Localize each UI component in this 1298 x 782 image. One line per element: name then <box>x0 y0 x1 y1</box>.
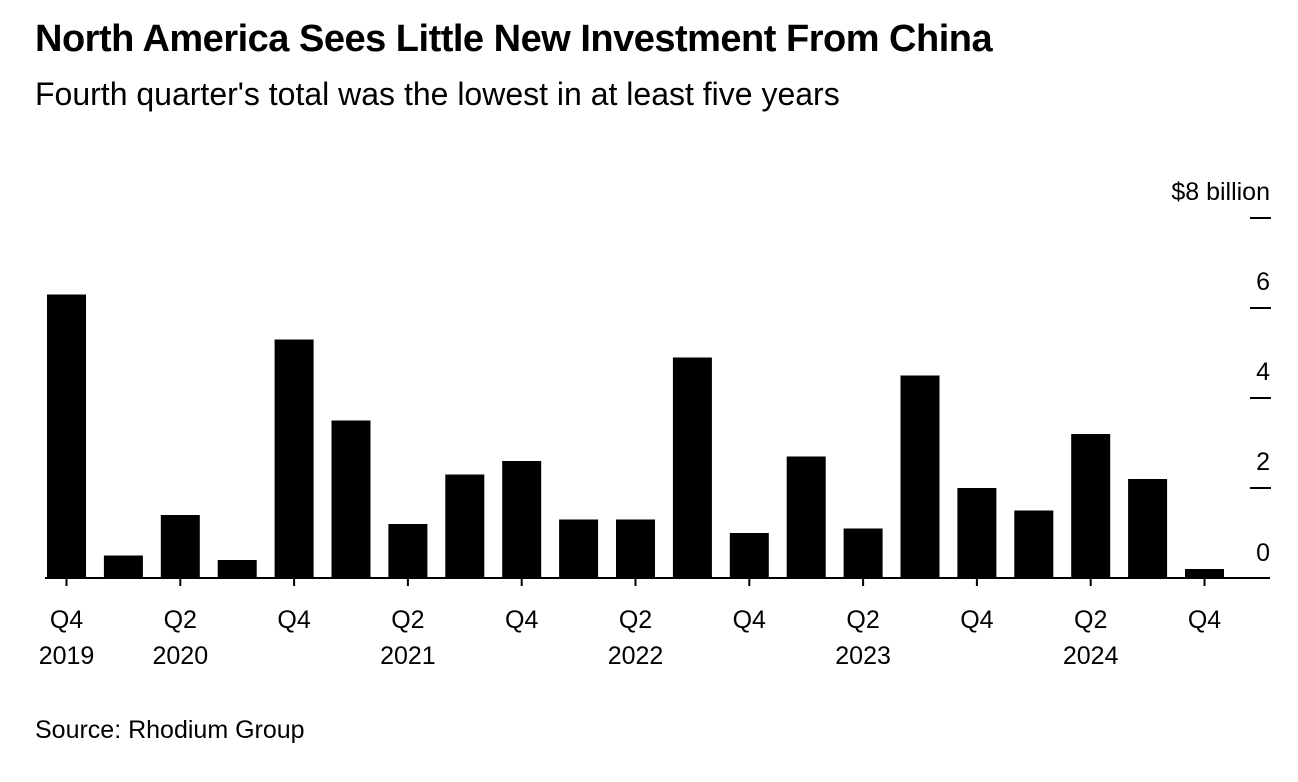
bar-q4-2023 <box>957 488 997 578</box>
bar-q4-2024 <box>1185 569 1224 578</box>
bar-q2-2023 <box>843 528 883 578</box>
x-axis: Q4 2019 Q2 2020 Q4 Q2 2021 Q4 Q2 2022 Q4 Q2 2023 Q4 Q2… <box>39 577 1270 670</box>
x-tick-label: Q4 <box>733 606 766 634</box>
bar-q3-2020 <box>217 560 257 578</box>
source-note: Source: Rhodium Group <box>35 716 305 744</box>
bar-q2-2021 <box>388 524 428 578</box>
x-tick-year-label: 2019 <box>39 642 95 670</box>
y-tick-label: 2 <box>1256 448 1270 476</box>
x-tick-label: Q2 <box>391 606 424 634</box>
x-tick-label: Q2 <box>846 606 879 634</box>
x-tick-label: Q2 <box>1074 606 1107 634</box>
x-tick-year-label: 2023 <box>835 642 891 670</box>
bar-q4-2021 <box>502 461 542 578</box>
bar-q2-2022 <box>616 519 655 578</box>
x-tick-label: Q4 <box>960 606 993 634</box>
bar-q3-2022 <box>672 357 712 578</box>
bar-q2-2020 <box>160 515 200 578</box>
x-tick-label: Q4 <box>50 606 83 634</box>
x-tick-year-label: 2021 <box>380 642 436 670</box>
x-tick-year-label: 2024 <box>1063 642 1119 670</box>
bar-q1-2024 <box>1014 510 1054 578</box>
chart-title: North America Sees Little New Investment… <box>35 18 993 60</box>
bar-q2-2024 <box>1071 434 1111 578</box>
bars-group <box>47 294 1224 578</box>
x-tick-label: Q4 <box>277 606 310 634</box>
bar-q1-2020 <box>103 555 143 578</box>
x-tick-label: Q4 <box>505 606 538 634</box>
bar-q3-2023 <box>900 375 940 578</box>
bar-q4-2022 <box>729 533 769 578</box>
bar-q4-2019 <box>47 294 86 578</box>
bar-q1-2023 <box>786 456 826 578</box>
x-tick-year-label: 2022 <box>608 642 664 670</box>
x-tick-label: Q2 <box>619 606 652 634</box>
bar-q3-2021 <box>445 474 485 578</box>
y-axis: 0 2 4 6 $8 billion <box>1171 178 1271 567</box>
y-tick-label: $8 billion <box>1171 178 1270 206</box>
chart-subtitle: Fourth quarter's total was the lowest in… <box>35 76 840 112</box>
y-tick-label: 4 <box>1256 358 1270 386</box>
x-tick-label: Q2 <box>164 606 197 634</box>
x-tick-year-label: 2020 <box>152 642 208 670</box>
bar-q3-2024 <box>1128 479 1168 578</box>
y-tick-label: 0 <box>1256 539 1270 567</box>
bar-q4-2020 <box>274 339 314 578</box>
bar-q1-2022 <box>559 519 599 578</box>
bar-q1-2021 <box>331 420 371 578</box>
y-tick-label: 6 <box>1256 268 1270 296</box>
x-tick-label: Q4 <box>1188 606 1221 634</box>
